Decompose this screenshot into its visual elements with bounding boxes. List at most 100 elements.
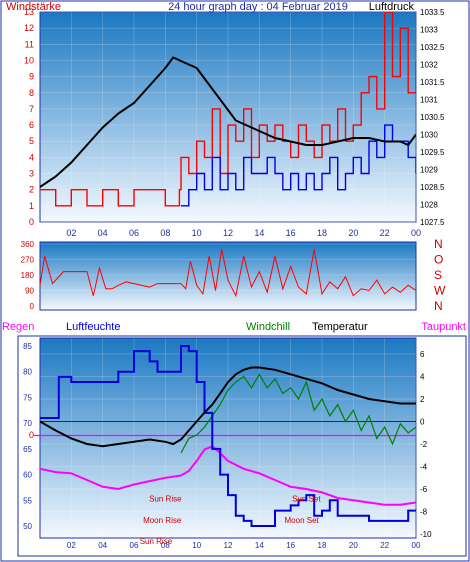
sun-moon-label: Moon Rise [143,516,182,525]
x-tick-label: 12 [224,541,233,550]
direction-compass-label: O [434,253,443,267]
x-tick-label: 20 [349,541,358,550]
humidity-label: Luftfeuchte [66,321,120,333]
windchill-label: Windchill [246,321,290,333]
temperature-tick-label: 2 [420,395,425,404]
temperature-x-ticks: 02 04 06 08 10 12 14 16 18 20 22 00 [67,541,421,550]
pressure-tick-label: 1030.5 [420,113,445,122]
humidity-tick-label: 75 [23,393,32,402]
wind-tick-label: 10 [24,55,34,65]
pressure-tick-label: 1032.5 [420,43,445,52]
temperature-plot-area [39,337,417,539]
windchill-line [180,373,416,454]
temperature-tick-label: -4 [420,463,428,472]
temperature-tick-label: 4 [420,373,425,382]
sun-moon-label: Sun Rise [140,537,173,546]
x-tick-label: 22 [380,228,390,238]
wind-tick-label: 2 [29,185,34,195]
wind-tick-label: 12 [24,23,34,33]
wind-tick-label: 0 [29,217,34,227]
x-tick-label: 10 [192,541,201,550]
pressure-tick-label: 1031 [420,96,438,105]
wind-tick-label: 11 [25,39,34,49]
x-tick-label: 00 [412,541,421,550]
pressure-right-ticks: 1027.5 1028 1028.5 1029 1029.5 1030 1030.5 1031… [420,8,445,227]
sun-moon-annotations: Sun Rise Moon Rise Sun Set Moon Set Sun Rise [140,494,322,546]
pressure-tick-label: 1033.5 [420,8,445,17]
direction-compass-label: W [434,284,446,298]
x-tick-label: 12 [223,228,233,238]
rain-zero-label: 0 [29,430,34,440]
temperature-tick-label: -6 [420,485,428,494]
humidity-tick-label: 50 [23,522,32,531]
rain-label: Regen [2,321,34,333]
temperature-tick-label: 6 [420,350,425,359]
x-tick-label: 08 [160,228,170,238]
x-tick-label: 18 [317,228,327,238]
x-tick-label: 08 [161,541,170,550]
temperature-line [40,366,416,448]
x-tick-label: 20 [348,228,358,238]
pressure-tick-label: 1028 [420,201,438,210]
left-axis-label: Windstärke [6,1,61,13]
temperature-tick-label: -8 [420,508,428,517]
pressure-line [40,56,416,188]
direction-left-ticks: 0 90 180 270 360 [21,240,35,311]
humidity-tick-label: 55 [23,496,32,505]
wind-tick-label: 7 [29,104,34,114]
x-tick-label: 22 [380,541,389,550]
pressure-tick-label: 1033 [420,26,438,35]
direction-compass-label: N [434,299,443,313]
x-tick-label: 02 [67,541,76,550]
wind-tick-label: 8 [29,88,34,98]
dewpoint-label: Taupunkt [421,321,466,333]
pressure-tick-label: 1029 [420,166,438,175]
wind-direction-line [40,249,416,298]
direction-grid [40,243,416,307]
wind-x-ticks: 02 04 06 08 10 12 14 16 18 20 22 00 [66,228,421,238]
wind-pressure-marks [40,12,416,207]
direction-compass-label: S [434,268,442,282]
sun-moon-label: Sun Set [292,494,321,503]
x-tick-label: 06 [129,228,139,238]
temperature-label: Temperatur [312,321,368,333]
x-tick-label: 00 [411,228,421,238]
pressure-tick-label: 1030 [420,131,438,140]
pressure-tick-label: 1032 [420,61,438,70]
humidity-tick-label: 65 [23,445,32,454]
x-tick-label: 06 [130,541,139,550]
direction-compass-label: N [434,237,443,251]
direction-tick-label: 90 [25,287,34,296]
x-tick-label: 16 [286,228,296,238]
x-tick-label: 10 [192,228,202,238]
direction-marks [40,249,416,298]
x-tick-label: 18 [318,541,327,550]
pressure-tick-label: 1029.5 [420,148,445,157]
wind-tick-label: 3 [29,169,34,179]
wind-gust-line [40,12,416,207]
pressure-tick-label: 1028.5 [420,183,445,192]
wind-tick-label: 1 [29,201,34,211]
right-axis-label: Luftdruck [369,1,415,13]
direction-tick-label: 270 [21,256,35,265]
humidity-tick-label: 85 [23,342,32,351]
temperature-tick-label: -2 [420,440,428,449]
temperature-marks [40,345,416,527]
direction-tick-label: 180 [21,271,35,280]
pressure-tick-label: 1031.5 [420,78,445,87]
chart-title: 24 hour graph day : 04 Februar 2019 [168,1,348,13]
humidity-left-ticks: 50 55 60 65 70 75 80 85 [23,342,32,531]
wind-average-line [181,124,416,207]
x-tick-label: 16 [286,541,295,550]
direction-tick-label: 0 [30,302,35,311]
wind-direction-plot-area [39,241,417,311]
sun-moon-label: Sun Rise [149,494,182,503]
x-tick-label: 14 [254,228,264,238]
wind-tick-label: 6 [29,120,34,130]
x-tick-label: 14 [255,541,264,550]
pressure-tick-label: 1027.5 [420,218,445,227]
wind-tick-label: 13 [24,7,34,17]
